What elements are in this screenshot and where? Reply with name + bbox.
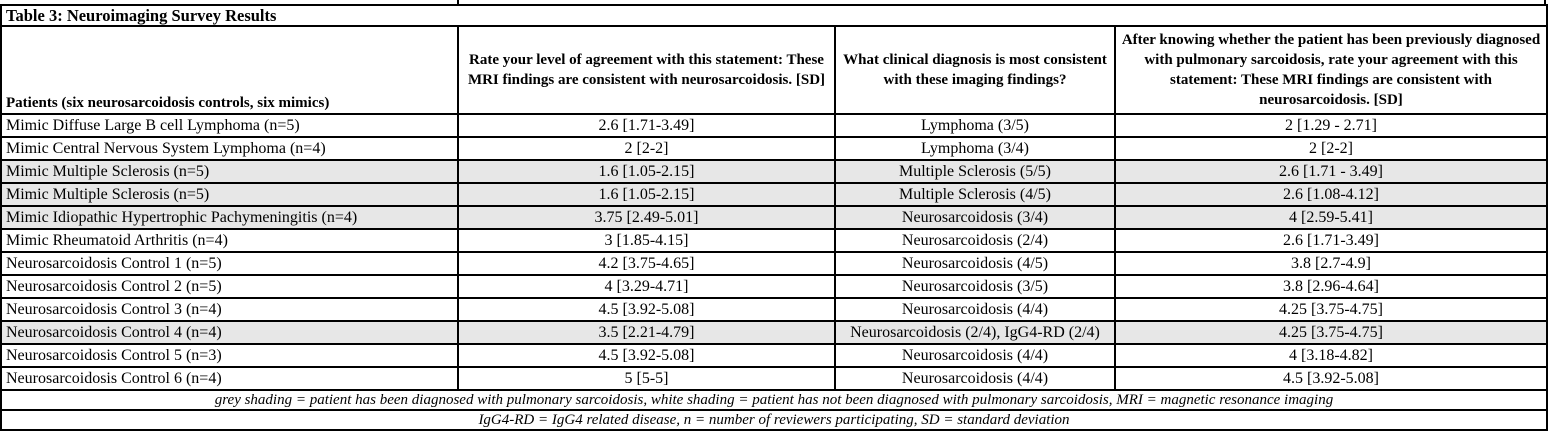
header-row: Patients (six neurosarcoidosis controls,… <box>0 25 1548 115</box>
table-body: Mimic Diffuse Large B cell Lymphoma (n=5… <box>0 113 1548 391</box>
patient-cell: Mimic Multiple Sclerosis (n=5) <box>0 159 459 184</box>
table-row: Neurosarcoidosis Control 4 (n=4) 3.5 [2.2… <box>0 320 1548 345</box>
table-row: Neurosarcoidosis Control 3 (n=4) 4.5 [3.9… <box>0 297 1548 322</box>
agreement-pre-cell: 1.6 [1.05-2.15] <box>457 182 836 207</box>
table-row: Mimic Rheumatoid Arthritis (n=4) 3 [1.85-… <box>0 228 1548 253</box>
column-header-agreement-pre: Rate your level of agreement with this s… <box>457 25 836 115</box>
diagnosis-cell: Neurosarcoidosis (4/4) <box>834 366 1116 391</box>
diagnosis-cell: Neurosarcoidosis (4/5) <box>834 251 1116 276</box>
title-row: Table 3: Neuroimaging Survey Results <box>0 4 1548 27</box>
table-row: Mimic Diffuse Large B cell Lymphoma (n=5… <box>0 113 1548 138</box>
agreement-post-cell: 3.8 [2.7-4.9] <box>1114 251 1548 276</box>
diagnosis-cell: Neurosarcoidosis (4/4) <box>834 297 1116 322</box>
diagnosis-cell: Neurosarcoidosis (4/4) <box>834 343 1116 368</box>
column-header-diagnosis: What clinical diagnosis is most consiste… <box>834 25 1116 115</box>
table-edge-remnant <box>1544 0 1546 4</box>
diagnosis-cell: Multiple Sclerosis (5/5) <box>834 159 1116 184</box>
patient-cell: Mimic Idiopathic Hypertrophic Pachymenin… <box>0 205 459 230</box>
agreement-post-cell: 4.25 [3.75-4.75] <box>1114 320 1548 345</box>
agreement-pre-cell: 4.5 [3.92-5.08] <box>457 343 836 368</box>
top-edge-strip <box>0 0 1548 4</box>
agreement-post-cell: 4 [3.18-4.82] <box>1114 343 1548 368</box>
agreement-pre-cell: 5 [5-5] <box>457 366 836 391</box>
agreement-pre-cell: 4.5 [3.92-5.08] <box>457 297 836 322</box>
table-row: Neurosarcoidosis Control 2 (n=5) 4 [3.29-… <box>0 274 1548 299</box>
agreement-post-cell: 4 [2.59-5.41] <box>1114 205 1548 230</box>
patient-cell: Neurosarcoidosis Control 3 (n=4) <box>0 297 459 322</box>
table-title: Table 3: Neuroimaging Survey Results <box>0 4 1548 27</box>
agreement-pre-cell: 3 [1.85-4.15] <box>457 228 836 253</box>
table-row: Neurosarcoidosis Control 5 (n=3) 4.5 [3.9… <box>0 343 1548 368</box>
footnote-row-1: grey shading = patient has been diagnose… <box>0 389 1548 411</box>
neuroimaging-survey-table: Table 3: Neuroimaging Survey Results Pat… <box>0 4 1548 431</box>
agreement-pre-cell: 4 [3.29-4.71] <box>457 274 836 299</box>
agreement-post-cell: 4.25 [3.75-4.75] <box>1114 297 1548 322</box>
diagnosis-cell: Neurosarcoidosis (2/4) <box>834 228 1116 253</box>
agreement-post-cell: 2.6 [1.08-4.12] <box>1114 182 1548 207</box>
agreement-pre-cell: 2.6 [1.71-3.49] <box>457 113 836 138</box>
diagnosis-cell: Multiple Sclerosis (4/5) <box>834 182 1116 207</box>
agreement-post-cell: 3.8 [2.96-4.64] <box>1114 274 1548 299</box>
column-divider-remnant <box>457 0 459 4</box>
column-header-patients: Patients (six neurosarcoidosis controls,… <box>0 25 459 115</box>
table-row: Neurosarcoidosis Control 6 (n=4) 5 [5-5] N… <box>0 366 1548 391</box>
agreement-post-cell: 2.6 [1.71-3.49] <box>1114 228 1548 253</box>
patient-cell: Mimic Rheumatoid Arthritis (n=4) <box>0 228 459 253</box>
footnote-row-2: IgG4-RD = IgG4 related disease, n = numb… <box>0 409 1548 431</box>
agreement-pre-cell: 1.6 [1.05-2.15] <box>457 159 836 184</box>
agreement-pre-cell: 3.5 [2.21-4.79] <box>457 320 836 345</box>
agreement-pre-cell: 2 [2-2] <box>457 136 836 161</box>
patient-cell: Neurosarcoidosis Control 1 (n=5) <box>0 251 459 276</box>
table-row: Mimic Multiple Sclerosis (n=5) 1.6 [1.05-… <box>0 182 1548 207</box>
footnote-abbreviations: IgG4-RD = IgG4 related disease, n = numb… <box>0 409 1548 431</box>
table-row: Mimic Central Nervous System Lymphoma (n… <box>0 136 1548 161</box>
table-row: Mimic Multiple Sclerosis (n=5) 1.6 [1.05-… <box>0 159 1548 184</box>
diagnosis-cell: Neurosarcoidosis (3/4) <box>834 205 1116 230</box>
diagnosis-cell: Neurosarcoidosis (2/4), IgG4-RD (2/4) <box>834 320 1116 345</box>
agreement-post-cell: 2 [1.29 - 2.71] <box>1114 113 1548 138</box>
diagnosis-cell: Lymphoma (3/5) <box>834 113 1116 138</box>
agreement-pre-cell: 3.75 [2.49-5.01] <box>457 205 836 230</box>
diagnosis-cell: Neurosarcoidosis (3/5) <box>834 274 1116 299</box>
patient-cell: Neurosarcoidosis Control 2 (n=5) <box>0 274 459 299</box>
patient-cell: Neurosarcoidosis Control 5 (n=3) <box>0 343 459 368</box>
patient-cell: Neurosarcoidosis Control 4 (n=4) <box>0 320 459 345</box>
table-row: Mimic Idiopathic Hypertrophic Pachymenin… <box>0 205 1548 230</box>
patient-cell: Mimic Central Nervous System Lymphoma (n… <box>0 136 459 161</box>
agreement-pre-cell: 4.2 [3.75-4.65] <box>457 251 836 276</box>
diagnosis-cell: Lymphoma (3/4) <box>834 136 1116 161</box>
agreement-post-cell: 4.5 [3.92-5.08] <box>1114 366 1548 391</box>
table-row: Neurosarcoidosis Control 1 (n=5) 4.2 [3.7… <box>0 251 1548 276</box>
patient-cell: Mimic Diffuse Large B cell Lymphoma (n=5… <box>0 113 459 138</box>
agreement-post-cell: 2.6 [1.71 - 3.49] <box>1114 159 1548 184</box>
agreement-post-cell: 2 [2-2] <box>1114 136 1548 161</box>
column-header-agreement-post: After knowing whether the patient has be… <box>1114 25 1548 115</box>
patient-cell: Neurosarcoidosis Control 6 (n=4) <box>0 366 459 391</box>
footnote-shading-legend: grey shading = patient has been diagnose… <box>0 389 1548 411</box>
patient-cell: Mimic Multiple Sclerosis (n=5) <box>0 182 459 207</box>
